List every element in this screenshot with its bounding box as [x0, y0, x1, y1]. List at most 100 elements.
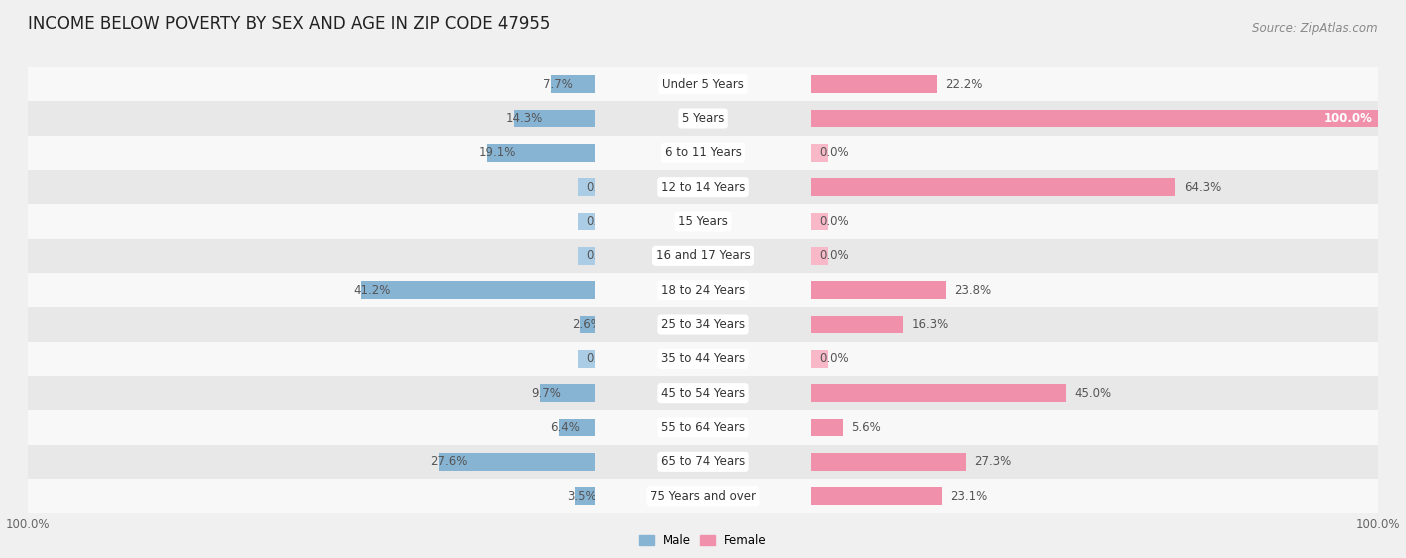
Bar: [0, 341, 1406, 376]
Text: 100.0%: 100.0%: [1323, 112, 1372, 125]
Bar: [439, 453, 595, 471]
Text: 16.3%: 16.3%: [912, 318, 949, 331]
Text: 0.0%: 0.0%: [586, 249, 616, 262]
Text: 22.2%: 22.2%: [945, 78, 983, 90]
Bar: [0, 204, 1406, 239]
Bar: [0, 239, 1406, 273]
Bar: [811, 418, 842, 436]
Text: 45 to 54 Years: 45 to 54 Years: [661, 387, 745, 400]
Bar: [811, 144, 828, 162]
Text: 41.2%: 41.2%: [353, 283, 391, 297]
Bar: [0, 376, 1406, 410]
Bar: [0, 273, 1406, 307]
Bar: [811, 350, 828, 368]
Bar: [0, 136, 1406, 170]
Text: 14.3%: 14.3%: [505, 112, 543, 125]
Bar: [0, 204, 1406, 239]
Bar: [0, 445, 1406, 479]
Bar: [0, 376, 1406, 410]
Bar: [0, 479, 1406, 513]
Text: 75 Years and over: 75 Years and over: [650, 490, 756, 503]
Bar: [578, 350, 595, 368]
Bar: [0, 273, 1406, 307]
Bar: [811, 109, 1378, 127]
Bar: [0, 67, 1406, 102]
Text: 5.6%: 5.6%: [851, 421, 882, 434]
Text: 35 to 44 Years: 35 to 44 Years: [661, 352, 745, 365]
Bar: [811, 75, 936, 93]
Bar: [0, 307, 1406, 341]
Bar: [0, 410, 1406, 445]
Bar: [581, 316, 595, 334]
Bar: [0, 410, 1406, 445]
Text: 27.3%: 27.3%: [974, 455, 1011, 468]
Text: 65 to 74 Years: 65 to 74 Years: [661, 455, 745, 468]
Bar: [0, 479, 1406, 513]
Text: 18 to 24 Years: 18 to 24 Years: [661, 283, 745, 297]
Bar: [578, 213, 595, 230]
Bar: [0, 136, 1406, 170]
Bar: [0, 204, 1406, 239]
Bar: [0, 410, 1406, 445]
Text: 19.1%: 19.1%: [478, 146, 516, 159]
Bar: [811, 316, 904, 334]
Bar: [0, 170, 1406, 204]
Text: Under 5 Years: Under 5 Years: [662, 78, 744, 90]
Bar: [0, 341, 1406, 376]
Text: 3.5%: 3.5%: [567, 490, 596, 503]
Text: 25 to 34 Years: 25 to 34 Years: [661, 318, 745, 331]
Bar: [0, 341, 1406, 376]
Bar: [811, 247, 828, 264]
Text: 16 and 17 Years: 16 and 17 Years: [655, 249, 751, 262]
Bar: [578, 178, 595, 196]
Bar: [0, 136, 1406, 170]
Bar: [0, 102, 1406, 136]
Text: 55 to 64 Years: 55 to 64 Years: [661, 421, 745, 434]
Bar: [0, 273, 1406, 307]
Text: 45.0%: 45.0%: [1074, 387, 1112, 400]
Bar: [486, 144, 595, 162]
Text: 23.8%: 23.8%: [955, 283, 991, 297]
Text: Source: ZipAtlas.com: Source: ZipAtlas.com: [1253, 22, 1378, 35]
Bar: [551, 75, 595, 93]
Text: 23.1%: 23.1%: [950, 490, 987, 503]
Bar: [578, 247, 595, 264]
Text: 27.6%: 27.6%: [430, 455, 467, 468]
Bar: [0, 307, 1406, 341]
Bar: [811, 453, 966, 471]
Bar: [811, 213, 828, 230]
Text: 0.0%: 0.0%: [820, 215, 849, 228]
Legend: Male, Female: Male, Female: [634, 530, 772, 552]
Bar: [0, 102, 1406, 136]
Bar: [0, 376, 1406, 410]
Text: 0.0%: 0.0%: [820, 146, 849, 159]
Bar: [811, 178, 1175, 196]
Text: 0.0%: 0.0%: [586, 352, 616, 365]
Bar: [0, 445, 1406, 479]
Bar: [540, 384, 595, 402]
Bar: [0, 307, 1406, 341]
Bar: [811, 384, 1066, 402]
Bar: [575, 487, 595, 505]
Bar: [558, 418, 595, 436]
Bar: [0, 445, 1406, 479]
Bar: [811, 487, 942, 505]
Bar: [0, 170, 1406, 204]
Bar: [0, 67, 1406, 102]
Bar: [0, 170, 1406, 204]
Bar: [0, 479, 1406, 513]
Text: 0.0%: 0.0%: [586, 181, 616, 194]
Text: 12 to 14 Years: 12 to 14 Years: [661, 181, 745, 194]
Text: INCOME BELOW POVERTY BY SEX AND AGE IN ZIP CODE 47955: INCOME BELOW POVERTY BY SEX AND AGE IN Z…: [28, 16, 551, 33]
Text: 15 Years: 15 Years: [678, 215, 728, 228]
Text: 2.6%: 2.6%: [572, 318, 602, 331]
Text: 0.0%: 0.0%: [820, 249, 849, 262]
Text: 7.7%: 7.7%: [543, 78, 572, 90]
Text: 0.0%: 0.0%: [820, 352, 849, 365]
Text: 0.0%: 0.0%: [586, 215, 616, 228]
Bar: [0, 67, 1406, 102]
Bar: [0, 102, 1406, 136]
Text: 64.3%: 64.3%: [1184, 181, 1222, 194]
Bar: [515, 109, 595, 127]
Text: 6.4%: 6.4%: [550, 421, 581, 434]
